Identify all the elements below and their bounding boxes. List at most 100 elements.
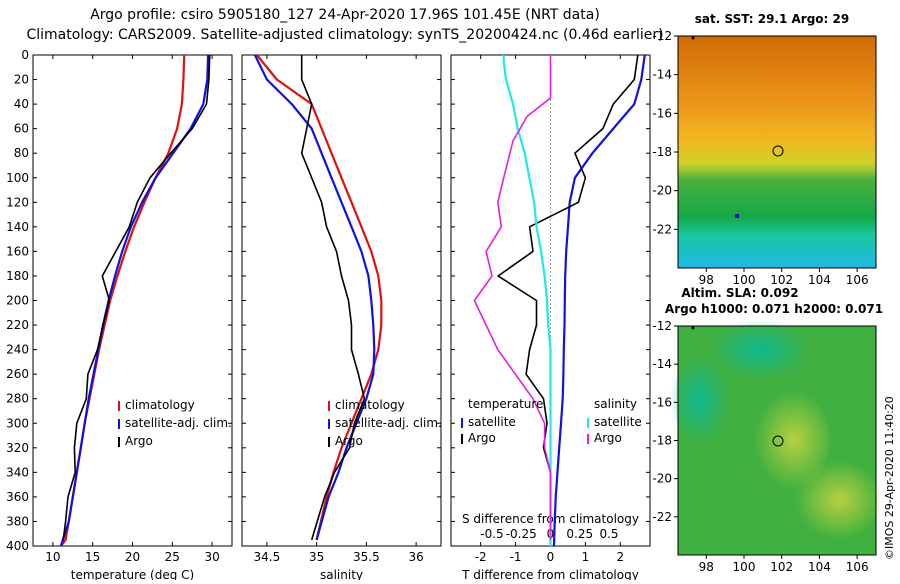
y-tick-label: 100 — [6, 171, 29, 185]
legend-label-t-argo: Argo — [468, 431, 496, 445]
figure-title-line1: Argo profile: csiro 5905180_127 24-Apr-2… — [90, 7, 600, 23]
x-tick-label: 1 — [582, 550, 590, 564]
legend-label-t-satellite: satellite — [468, 415, 516, 429]
sla-map-title: Altim. SLA: 0.092 — [681, 286, 798, 300]
sst-field — [678, 36, 876, 268]
x-tick-label: -1 — [510, 550, 522, 564]
map-x-tick-label: 106 — [846, 560, 869, 574]
legend-label-climatology: climatology — [125, 398, 195, 412]
sst-map-title: sat. SST: 29.1 Argo: 29 — [695, 12, 849, 26]
y-tick-label: 120 — [6, 195, 29, 209]
y-tick-label: 20 — [14, 73, 29, 87]
legend-swatch-argo — [118, 437, 120, 447]
x-tick-label: -2 — [475, 550, 487, 564]
x-tick-label: 10 — [45, 550, 60, 564]
x-axis-label: T difference from climatology — [461, 568, 639, 580]
s-tick-label: -0.25 — [506, 527, 537, 541]
map-x-tick-label: 102 — [770, 560, 793, 574]
y-tick-label: 260 — [6, 367, 29, 381]
figure-title-line2: Climatology: CARS2009. Satellite-adjuste… — [26, 27, 663, 43]
y-tick-label: 180 — [6, 269, 29, 283]
map-y-tick-label: -16 — [652, 106, 672, 120]
y-tick-label: 320 — [6, 441, 29, 455]
legend-swatch-s-satellite — [587, 418, 589, 428]
series-line-temperature-satellite — [552, 54, 646, 547]
y-tick-label: 200 — [6, 294, 29, 308]
sla-corner-dot — [691, 326, 695, 330]
y-tick-label: 40 — [14, 97, 29, 111]
y-tick-label: 360 — [6, 490, 29, 504]
y-tick-label: 160 — [6, 244, 29, 258]
legend-label-satellite: satellite-adj. clim. — [125, 416, 232, 430]
sla-high-anomaly-2 — [790, 460, 880, 540]
temperature-panel: 0 20 40 60 80 100 120 140 160 180 200 220 240 260 280 3… — [6, 48, 233, 582]
y-tick-label: 220 — [6, 318, 29, 332]
map-y-tick-label: -12 — [652, 29, 672, 43]
map-y-tick-label: -14 — [652, 68, 672, 82]
x-tick-label: 25 — [165, 550, 180, 564]
x-tick-label: 36 — [408, 550, 423, 564]
map-y-tick-label: -18 — [652, 145, 672, 159]
legend-header-salinity: salinity — [594, 397, 637, 411]
map-y-tick-label: -16 — [652, 395, 672, 409]
x-tick-label: 20 — [125, 550, 140, 564]
map-x-tick-label: 104 — [808, 560, 831, 574]
sst-map-axes: 98 100 102 104 106 -12 -14 -16 -18 -20 -22 — [652, 29, 868, 287]
x-axis-label: temperature (deg C) — [71, 568, 194, 580]
s-tick-label: -0.5 — [480, 527, 503, 541]
series-line-climatology — [256, 54, 383, 541]
x-tick-label: 35 — [309, 550, 324, 564]
plot-frame — [32, 54, 233, 547]
x-tick-label: 35.5 — [353, 550, 380, 564]
y-tick-label: 300 — [6, 416, 29, 430]
series-line-argo — [62, 54, 211, 541]
y-tick-label: 60 — [14, 122, 29, 136]
s-tick-label: 0.5 — [599, 527, 618, 541]
sla-low-anomaly — [710, 320, 810, 380]
map-x-tick-label: 102 — [770, 273, 793, 287]
legend-label-climatology: climatology — [335, 398, 405, 412]
legend-swatch-t-satellite — [461, 418, 463, 428]
sla-map-panel: Altim. SLA: 0.092 Argo h1000: 0.071 h200… — [652, 286, 883, 574]
map-y-tick-label: -12 — [652, 319, 672, 333]
y-tick-label: 280 — [6, 392, 29, 406]
imos-credit: ©IMOS 29-Apr-2020 11:40:20 — [883, 396, 896, 560]
map-y-tick-label: -18 — [652, 434, 672, 448]
x-tick-label: 0 — [547, 550, 555, 564]
plot-frame — [241, 54, 442, 547]
legend-swatch-s-argo — [587, 434, 589, 444]
temperature-legend: climatology satellite-adj. clim. Argo — [118, 398, 232, 448]
map-y-tick-label: -20 — [652, 184, 672, 198]
legend-header-temperature: temperature — [468, 397, 543, 411]
y-tick-label: 340 — [6, 465, 29, 479]
series-line-salinity-satellite — [502, 55, 552, 546]
map-y-tick-label: -22 — [652, 510, 672, 524]
map-x-tick-label: 104 — [808, 273, 831, 287]
map-x-tick-label: 106 — [846, 273, 869, 287]
series-line-salinity-argo — [473, 55, 552, 540]
map-x-tick-label: 98 — [699, 560, 714, 574]
x-tick-label: 2 — [617, 550, 625, 564]
salinity-legend: climatology satellite-adj. clim. Argo — [328, 398, 442, 448]
map-x-tick-label: 98 — [699, 273, 714, 287]
legend-label-s-satellite: satellite — [594, 415, 642, 429]
legend-label-argo: Argo — [335, 434, 363, 448]
map-x-tick-label: 100 — [733, 560, 756, 574]
legend-swatch-climatology — [118, 401, 120, 411]
sst-corner-dot — [691, 36, 695, 40]
y-tick-label: 400 — [6, 539, 29, 553]
map-y-tick-label: -20 — [652, 472, 672, 486]
series-line-argo — [300, 55, 366, 541]
legend-swatch-climatology — [328, 401, 330, 411]
legend-label-argo: Argo — [125, 434, 153, 448]
y-tick-label: 140 — [6, 220, 29, 234]
difference-legend: temperature satellite Argo salinity sate… — [461, 397, 642, 445]
salinity-panel: 34.5 35 35.5 36 salinity — [241, 54, 442, 582]
legend-swatch-satellite — [328, 419, 330, 429]
map-y-tick-label: -22 — [652, 222, 672, 236]
x-tick-label: 34.5 — [254, 550, 281, 564]
sla-map-subtitle: Argo h1000: 0.071 h2000: 0.071 — [665, 302, 883, 316]
y-tick-label: 80 — [14, 146, 29, 160]
